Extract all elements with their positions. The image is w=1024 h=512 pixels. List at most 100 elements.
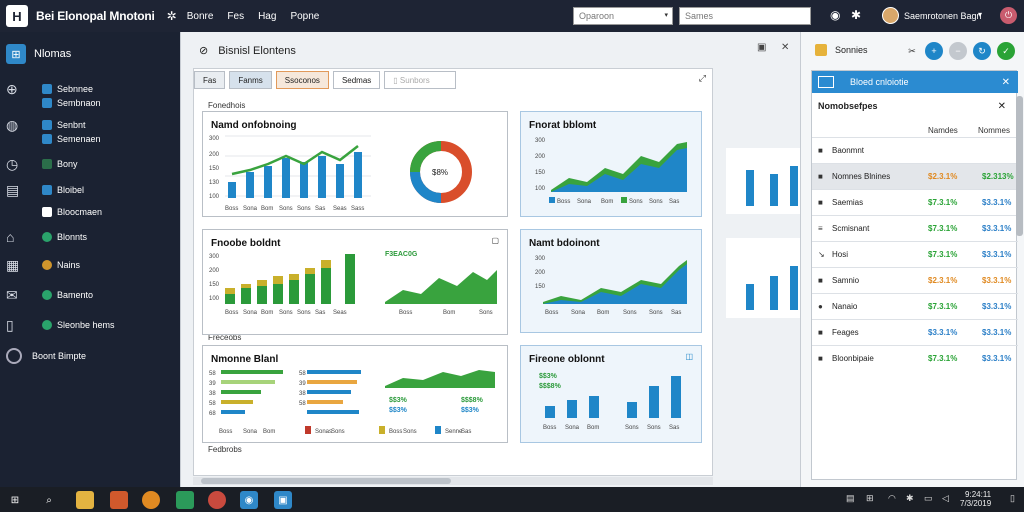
confirm-icon[interactable]: ✓ <box>997 42 1015 60</box>
bar-stack[interactable] <box>305 268 315 274</box>
list-item[interactable]: ■ Samnio $2.3.1% $3.3.1% <box>812 267 1018 293</box>
refresh-icon[interactable]: ↻ <box>973 42 991 60</box>
chart-card-2[interactable]: Fnorat bblomt 300 200 150 100 Boss Sona … <box>520 111 702 217</box>
hbar[interactable] <box>221 370 283 374</box>
gear-icon[interactable]: ✲ <box>166 9 177 23</box>
sidebar-item-9[interactable]: ▦ Nains <box>0 254 180 276</box>
wifi-icon[interactable]: ◠ <box>888 493 896 503</box>
horizontal-scrollbar[interactable] <box>193 477 713 485</box>
tab-1[interactable]: Fas <box>194 71 226 89</box>
power-icon[interactable]: ⏻ <box>1000 7 1017 24</box>
tab-2[interactable]: Fanms <box>229 71 272 89</box>
menu-item-4[interactable]: Popne <box>290 10 320 22</box>
sidebar-item-1[interactable]: ⊕ Sebnnee <box>0 78 180 100</box>
bar-stack[interactable] <box>273 276 283 284</box>
add-icon[interactable]: + <box>925 42 943 60</box>
pin-icon[interactable]: ✂ <box>908 45 916 56</box>
hbar[interactable] <box>307 380 357 384</box>
list-item[interactable]: ■ Feages $3.3.1% $3.3.1% <box>812 319 1018 345</box>
selected-source-bar[interactable]: Bloed cnloiotie ✕ <box>812 71 1018 93</box>
sidebar-bottom-item[interactable]: Boont Bimpte <box>6 348 86 364</box>
chart-card-1[interactable]: Namd onfobnoing 300 200 150 130 100 <box>202 111 508 217</box>
sidebar-item-8[interactable]: ⌂ Blonnts <box>0 226 180 248</box>
bar[interactable] <box>321 268 331 304</box>
notifications-icon[interactable]: ◉ <box>830 8 841 22</box>
network-icon[interactable]: ⊞ <box>866 493 874 503</box>
app-icon[interactable] <box>110 491 128 509</box>
bar-stack[interactable] <box>241 284 251 288</box>
list-item[interactable]: ■ Nomnes Blnines $2.3.1% $2.313% <box>812 163 1018 189</box>
bluetooth-icon[interactable]: ✱ <box>906 493 914 503</box>
expand-icon[interactable]: ◫ <box>685 352 693 361</box>
bar[interactable] <box>257 286 267 304</box>
bar[interactable] <box>545 406 555 418</box>
search-input-secondary[interactable]: Sames <box>679 7 811 25</box>
scrollbar-thumb[interactable] <box>201 478 451 484</box>
expand-icon[interactable]: ▢ <box>491 236 499 245</box>
search-input-primary[interactable]: Oparoon ▾ <box>573 7 673 25</box>
close-icon[interactable]: ✕ <box>997 101 1006 112</box>
maximize-icon[interactable]: ▣ <box>757 42 767 53</box>
bar[interactable] <box>282 158 290 198</box>
bar[interactable] <box>345 254 355 304</box>
battery-icon[interactable]: ▭ <box>924 493 933 503</box>
chevron-down-icon[interactable]: ▾ <box>978 10 983 19</box>
column-header-2[interactable]: Nommes <box>978 126 1011 135</box>
bar[interactable] <box>289 280 299 304</box>
bar[interactable] <box>228 182 236 198</box>
bar[interactable] <box>305 274 315 304</box>
bar[interactable] <box>354 152 362 198</box>
start-windows-icon[interactable]: ⊞ <box>10 494 20 506</box>
sidebar-item-7[interactable]: Bloocmaen <box>0 201 180 223</box>
chevron-down-icon[interactable]: ▾ <box>664 12 668 19</box>
user-name[interactable]: Saemrotonen Bagn <box>904 11 982 21</box>
menu-item-1[interactable]: Bonre <box>186 10 214 22</box>
hbar[interactable] <box>307 390 351 394</box>
chart-card-6[interactable]: Fireone oblonnt ◫ $$3% $$$8% Boss Sona B… <box>520 345 702 443</box>
sidebar-item-3[interactable]: ◍ Senbnt <box>0 114 180 136</box>
volume-icon[interactable]: ◁ <box>942 493 949 503</box>
close-icon[interactable]: ✕ <box>1001 76 1010 88</box>
list-item[interactable]: ■ Saemias $7.3.1% $3.3.1% <box>812 189 1018 215</box>
menu-item-3[interactable]: Hag <box>258 10 277 22</box>
clock[interactable]: 9:24:11 7/3/2019 <box>960 490 991 508</box>
hbar[interactable] <box>221 380 275 384</box>
hbar[interactable] <box>221 410 245 414</box>
chart-card-5[interactable]: Nmonne Blanl 58 39 38 58 68 58 39 38 58 <box>202 345 508 443</box>
bar[interactable] <box>671 376 681 418</box>
bar[interactable] <box>273 284 283 304</box>
bar[interactable] <box>264 166 272 198</box>
bar[interactable] <box>567 400 577 418</box>
list-item[interactable]: ● Nanaio $7.3.1% $3.3.1% <box>812 293 1018 319</box>
hbar[interactable] <box>221 400 253 404</box>
bar[interactable] <box>241 288 251 304</box>
hbar[interactable] <box>307 400 343 404</box>
donut-slice-green[interactable] <box>410 141 442 173</box>
bar[interactable] <box>318 156 326 198</box>
minus-icon[interactable]: − <box>949 42 967 60</box>
browser-icon[interactable] <box>142 491 160 509</box>
bar[interactable] <box>225 294 235 304</box>
bar[interactable] <box>649 386 659 418</box>
sidebar-item-2[interactable]: Sembnaon <box>0 92 180 114</box>
list-item[interactable]: ↘ Hosi $7.3.1% $3.3.1% <box>812 241 1018 267</box>
dashboard-app-icon[interactable]: ▣ <box>274 491 292 509</box>
sidebar-item-10[interactable]: ✉ Bamento <box>0 284 180 306</box>
hbar[interactable] <box>307 370 361 374</box>
sidebar-item-11[interactable]: ▯ Sleonbe hems <box>0 314 180 336</box>
expand-icon[interactable]: ⤢ <box>698 73 706 83</box>
vertical-scrollbar[interactable] <box>1016 96 1023 236</box>
settings-icon[interactable]: ✱ <box>851 8 862 22</box>
chart-card-4[interactable]: Namt bdoinont 300 200 150 Boss Sona Bom … <box>520 229 702 333</box>
bar-stack[interactable] <box>225 288 235 294</box>
column-header-1[interactable]: Namdes <box>928 126 958 135</box>
chrome-icon[interactable] <box>208 491 226 509</box>
file-explorer-icon[interactable] <box>76 491 94 509</box>
menu-item-2[interactable]: Fes <box>227 10 245 22</box>
list-item[interactable]: ≡ Scmisnant $7.3.1% $3.3.1% <box>812 215 1018 241</box>
hbar[interactable] <box>221 390 261 394</box>
bar-stack[interactable] <box>289 274 299 280</box>
bar-stack[interactable] <box>321 260 331 268</box>
donut-slice-blue[interactable] <box>410 171 442 203</box>
bar[interactable] <box>300 162 308 198</box>
